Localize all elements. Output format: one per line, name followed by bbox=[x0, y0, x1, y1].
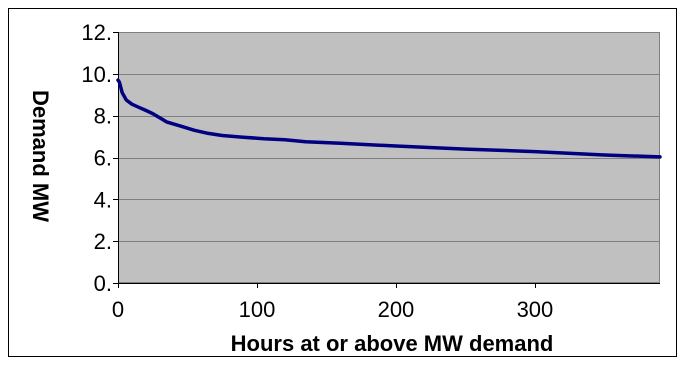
x-axis-title: Hours at or above MW demand bbox=[231, 331, 554, 356]
x-tick-label: 0 bbox=[112, 297, 124, 322]
y-tick-label: 12. bbox=[81, 20, 112, 45]
x-tick-label: 200 bbox=[378, 297, 415, 322]
y-tick-label: 4. bbox=[94, 187, 112, 212]
plot-area bbox=[118, 32, 660, 283]
y-axis-title: Demand MW bbox=[28, 90, 53, 222]
y-tick-label: 0. bbox=[94, 271, 112, 296]
y-tick-label: 6. bbox=[94, 146, 112, 171]
x-tick-label: 300 bbox=[517, 297, 554, 322]
x-tick-label: 100 bbox=[239, 297, 276, 322]
y-tick-label: 10. bbox=[81, 62, 112, 87]
series-line bbox=[116, 78, 662, 159]
y-tick-label: 2. bbox=[94, 229, 112, 254]
y-tick-label: 8. bbox=[94, 104, 112, 129]
